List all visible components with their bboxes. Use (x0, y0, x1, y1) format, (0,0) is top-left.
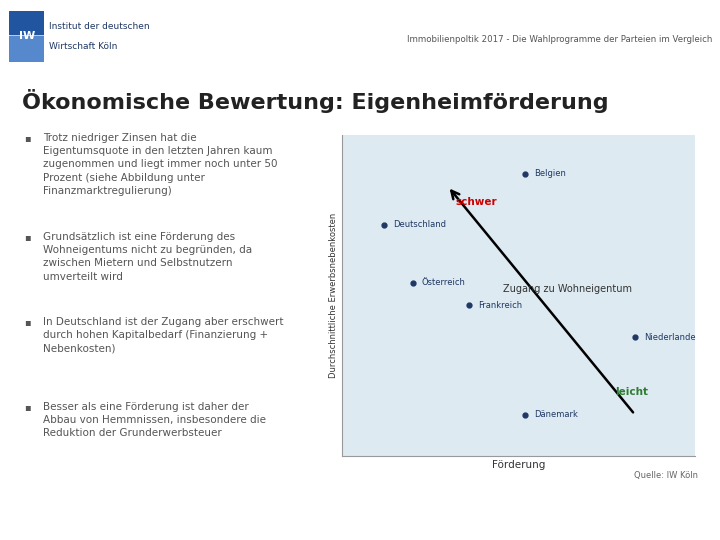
X-axis label: Förderung: Förderung (492, 461, 545, 470)
Text: Seite  15: Seite 15 (18, 507, 73, 519)
Text: ▪: ▪ (24, 402, 31, 412)
Bar (9, 36, 44, 62)
Text: leicht: leicht (615, 387, 648, 397)
Text: Immobilienpoltik 2017 - Die Wahlprogramme der Parteien im Vergleich: Immobilienpoltik 2017 - Die Wahlprogramm… (408, 35, 713, 44)
Text: Frankreich: Frankreich (478, 301, 522, 310)
Text: IW.KÖLN.WISSEN
SCHAFFT KOMPETENZ.: IW.KÖLN.WISSEN SCHAFFT KOMPETENZ. (585, 502, 702, 524)
Bar (9, 11, 44, 34)
Text: Institut der deutschen: Institut der deutschen (49, 22, 150, 31)
Text: Zugang zu Wohneigentum: Zugang zu Wohneigentum (503, 284, 632, 294)
Text: Österreich: Österreich (421, 278, 465, 287)
Text: Quelle: IW Köln: Quelle: IW Köln (634, 471, 698, 480)
Text: ▪: ▪ (24, 133, 31, 143)
Text: Niederlande: Niederlande (644, 333, 696, 342)
Text: Besser als eine Förderung ist daher der
Abbau von Hemmnissen, insbesondere die
R: Besser als eine Förderung ist daher der … (42, 402, 266, 438)
Text: In Deutschland ist der Zugang aber erschwert
durch hohen Kapitalbedarf (Finanzie: In Deutschland ist der Zugang aber ersch… (42, 317, 283, 353)
Text: Dänemark: Dänemark (534, 410, 578, 419)
Text: ▪: ▪ (24, 232, 31, 242)
Text: Deutschland: Deutschland (393, 220, 446, 230)
Text: Ökonomische Bewertung: Eigenheimförderung: Ökonomische Bewertung: Eigenheimförderun… (22, 89, 608, 113)
Text: schwer: schwer (455, 198, 497, 207)
Text: IW: IW (19, 31, 35, 42)
Y-axis label: Durchschnittliche Erwerbsnebenkosten: Durchschnittliche Erwerbsnebenkosten (329, 213, 338, 379)
Text: Belgien: Belgien (534, 169, 566, 178)
Text: Trotz niedriger Zinsen hat die
Eigentumsquote in den letzten Jahren kaum
zugenom: Trotz niedriger Zinsen hat die Eigentums… (42, 133, 277, 195)
Text: Wirtschaft Köln: Wirtschaft Köln (49, 42, 117, 51)
Text: ▪: ▪ (24, 317, 31, 327)
Text: Grundsätzlich ist eine Förderung des
Wohneigentums nicht zu begründen, da
zwisch: Grundsätzlich ist eine Förderung des Woh… (42, 232, 252, 281)
